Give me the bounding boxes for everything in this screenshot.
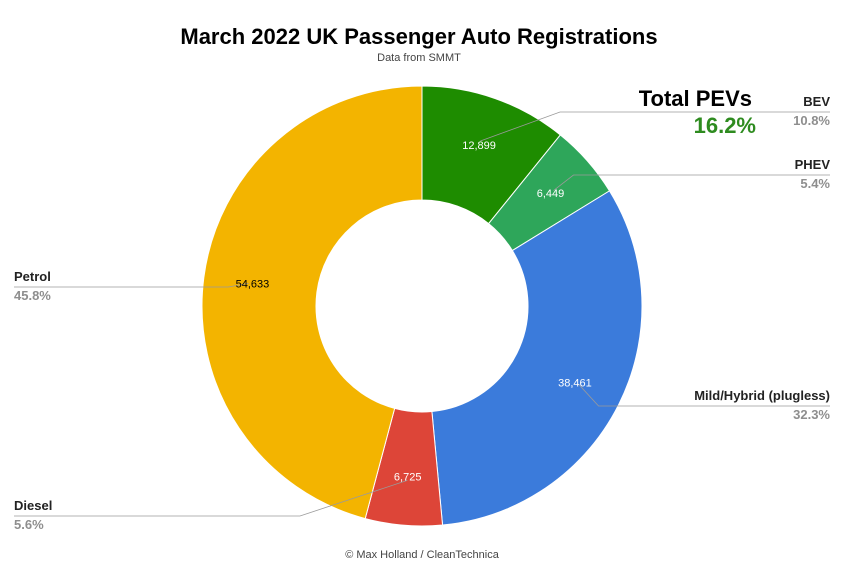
legend-name-mild-hybrid-plugless: Mild/Hybrid (plugless) <box>694 388 830 403</box>
slices-group <box>201 85 643 527</box>
legend-percent-diesel: 5.6% <box>14 517 44 532</box>
legend-percent-phev: 5.4% <box>800 176 830 191</box>
slice-value-label-diesel: 6,725 <box>394 471 422 483</box>
leader-line-diesel <box>14 480 408 517</box>
leader-line-petrol <box>14 282 249 288</box>
slice-value-label-phev: 6,449 <box>537 188 565 200</box>
slice-value-label-bev: 12,899 <box>462 140 496 152</box>
legend-name-phev: PHEV <box>795 157 831 172</box>
legend-percent-mild-hybrid-plugless: 32.3% <box>793 407 830 422</box>
chart-subtitle: Data from SMMT <box>377 52 461 64</box>
leader-line-phev <box>553 174 830 191</box>
legend-name-bev: BEV <box>803 94 830 109</box>
legend-name-petrol: Petrol <box>14 269 51 284</box>
slice-petrol <box>201 85 423 520</box>
leader-lines-group <box>14 111 830 517</box>
slice-mild-hybrid-plugless <box>431 190 643 526</box>
labels-group: 12,899 BEV 10.8% 6,449 PHEV 5.4% 38,461 Mild/Hy… <box>14 94 830 532</box>
leader-line-bev <box>480 111 830 142</box>
legend-percent-bev: 10.8% <box>793 113 830 128</box>
slice-value-label-mild-hybrid-plugless: 38,461 <box>558 377 592 389</box>
total-pevs-title: Total PEVs <box>639 86 752 111</box>
leader-line-mild-hybrid-plugless <box>578 383 830 407</box>
legend-percent-petrol: 45.8% <box>14 288 51 303</box>
legend-name-diesel: Diesel <box>14 498 52 513</box>
slice-value-label-petrol: 54,633 <box>236 279 270 291</box>
total-pevs-value: 16.2% <box>694 113 756 138</box>
chart-credit: © Max Holland / CleanTechnica <box>345 549 500 561</box>
chart-title: March 2022 UK Passenger Auto Registratio… <box>180 24 657 49</box>
